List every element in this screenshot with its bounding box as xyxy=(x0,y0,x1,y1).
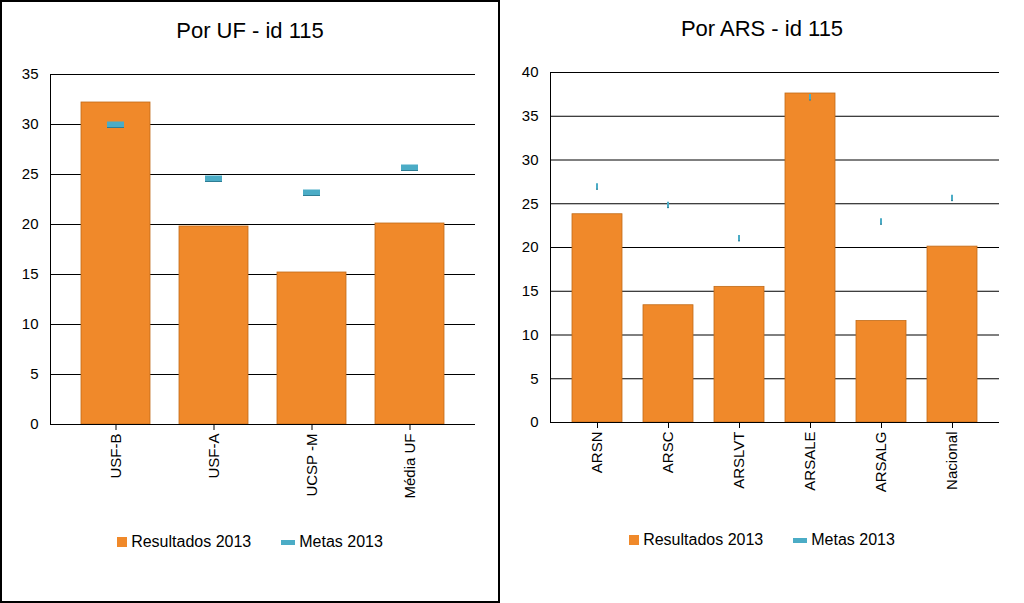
html-text:Metas 2013: Metas 2013 xyxy=(811,531,895,548)
svg-text:UCSP -M: UCSP -M xyxy=(303,434,320,497)
svg-text:ARSLVT: ARSLVT xyxy=(730,432,747,489)
svg-text:35: 35 xyxy=(522,107,539,124)
svg-text:30: 30 xyxy=(522,151,539,168)
svg-text:20: 20 xyxy=(22,215,39,232)
html-text:Resultados 2013: Resultados 2013 xyxy=(131,533,252,550)
svg-text:20: 20 xyxy=(522,238,539,255)
svg-text:USF-B: USF-B xyxy=(107,434,124,479)
svg-text:30: 30 xyxy=(22,115,39,132)
svg-text:15: 15 xyxy=(522,282,539,299)
html-text:Por UF - id 115: Por UF - id 115 xyxy=(176,18,324,43)
svg-text:35: 35 xyxy=(22,65,39,82)
svg-text:Nacional: Nacional xyxy=(943,432,960,490)
svg-text:25: 25 xyxy=(522,195,539,212)
svg-text:ARSALG: ARSALG xyxy=(872,432,889,493)
svg-text:10: 10 xyxy=(522,326,539,343)
svg-text:40: 40 xyxy=(522,63,539,80)
html-text:Metas 2013: Metas 2013 xyxy=(299,533,383,550)
svg-text:0: 0 xyxy=(30,415,38,432)
svg-text:5: 5 xyxy=(30,365,38,382)
svg-text:USF-A: USF-A xyxy=(205,434,222,479)
svg-text:15: 15 xyxy=(22,265,39,282)
svg-text:ARSC: ARSC xyxy=(659,431,676,473)
html-text:Resultados 2013: Resultados 2013 xyxy=(643,531,764,548)
svg-text:5: 5 xyxy=(530,370,538,387)
svg-text:0: 0 xyxy=(530,413,538,430)
html-text:Por ARS - id 115: Por ARS - id 115 xyxy=(680,16,844,41)
svg-text:ARSN: ARSN xyxy=(588,432,605,474)
svg-text:Média UF: Média UF xyxy=(401,434,418,499)
svg-text:10: 10 xyxy=(22,315,39,332)
svg-text:25: 25 xyxy=(22,165,39,182)
svg-text:ARSALE: ARSALE xyxy=(801,432,818,491)
